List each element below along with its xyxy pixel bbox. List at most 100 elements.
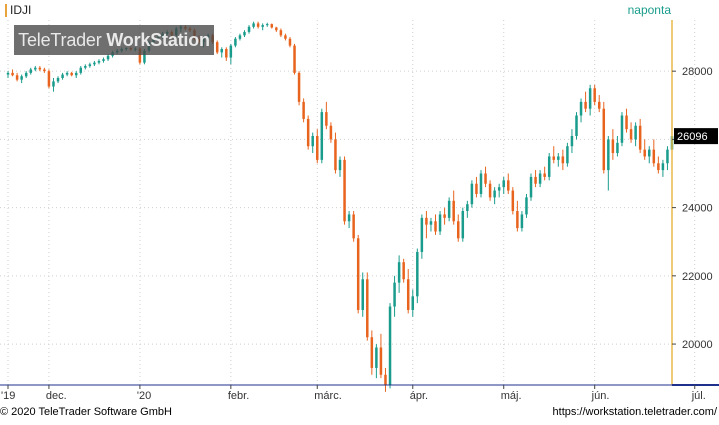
candle bbox=[243, 30, 246, 38]
candle-body bbox=[65, 72, 69, 75]
candle-body bbox=[325, 112, 328, 126]
candle bbox=[65, 71, 69, 77]
candle bbox=[511, 187, 515, 215]
candle-body bbox=[638, 125, 642, 150]
candle bbox=[252, 21, 255, 29]
candle-body bbox=[588, 88, 592, 109]
candle-body bbox=[602, 108, 606, 171]
x-tick-label: '20 bbox=[137, 390, 151, 402]
candle-body bbox=[620, 115, 624, 143]
candle-body bbox=[397, 262, 401, 283]
x-tick-label: márc. bbox=[314, 390, 342, 402]
candle bbox=[434, 214, 437, 235]
candle-body bbox=[643, 149, 646, 157]
candle-body bbox=[229, 45, 233, 58]
candle bbox=[215, 40, 219, 55]
x-tick-label: '19 bbox=[1, 390, 15, 402]
candle-body bbox=[43, 69, 46, 72]
candle-body bbox=[320, 112, 324, 160]
candle-body bbox=[561, 156, 565, 164]
candle-body bbox=[56, 77, 60, 82]
candle bbox=[475, 176, 478, 198]
candle-body bbox=[284, 35, 287, 39]
y-tick-label: 28000 bbox=[682, 66, 713, 78]
candle bbox=[620, 112, 624, 147]
candle bbox=[452, 190, 455, 225]
candle bbox=[402, 258, 405, 283]
source-url-link[interactable]: https://workstation.teletrader.com/ bbox=[552, 406, 717, 418]
candle-body bbox=[584, 101, 587, 109]
candle bbox=[584, 91, 587, 113]
candle-body bbox=[143, 50, 146, 63]
candle bbox=[456, 214, 460, 242]
candle-body bbox=[661, 163, 665, 171]
candle bbox=[493, 187, 496, 205]
candle-body bbox=[370, 337, 374, 368]
candle bbox=[316, 129, 319, 164]
y-tick-label: 20000 bbox=[682, 339, 713, 351]
candle-body bbox=[625, 115, 628, 130]
candle bbox=[643, 139, 646, 160]
candle bbox=[570, 129, 574, 154]
candle bbox=[320, 108, 324, 164]
candle-body bbox=[425, 217, 428, 225]
candle bbox=[275, 26, 278, 32]
candle bbox=[52, 77, 55, 92]
candle-body bbox=[270, 24, 274, 28]
candle bbox=[74, 71, 78, 78]
candle-body bbox=[438, 214, 442, 232]
candle-body bbox=[297, 72, 301, 102]
candle-body bbox=[597, 101, 601, 109]
candle-body bbox=[356, 238, 360, 310]
candle bbox=[611, 129, 615, 160]
candle-body bbox=[288, 38, 292, 46]
candle-body bbox=[493, 190, 496, 198]
candle-body bbox=[466, 204, 469, 212]
candle-body bbox=[24, 72, 28, 77]
period-selector[interactable]: naponta bbox=[627, 3, 671, 17]
candle-body bbox=[611, 139, 615, 154]
candle bbox=[11, 69, 14, 77]
candle bbox=[338, 156, 342, 177]
candle bbox=[261, 23, 264, 31]
candle bbox=[279, 28, 283, 38]
x-tick-label: máj. bbox=[501, 390, 522, 402]
candle bbox=[347, 211, 351, 229]
candle bbox=[661, 159, 665, 177]
x-tick-label: júl. bbox=[691, 390, 706, 402]
candle-body bbox=[279, 30, 283, 36]
candle bbox=[425, 211, 428, 239]
candle-body bbox=[243, 31, 246, 36]
candle-body bbox=[93, 62, 96, 65]
candle bbox=[502, 176, 505, 194]
candle bbox=[56, 76, 60, 84]
date-axis-ticks: '19 dec. '20 febr. márc. ápr. máj. jún. júl. bbox=[1, 385, 706, 402]
candle-body bbox=[525, 197, 528, 215]
candle-body bbox=[538, 173, 542, 184]
x-tick-label: jún. bbox=[591, 390, 610, 402]
candle bbox=[443, 207, 446, 225]
candle-body bbox=[74, 72, 78, 76]
symbol-marker bbox=[5, 4, 7, 17]
candle bbox=[88, 62, 92, 68]
candle bbox=[529, 173, 533, 201]
candle-body bbox=[215, 42, 219, 53]
candle-body bbox=[256, 23, 260, 27]
candle bbox=[29, 67, 32, 75]
candle-body bbox=[334, 139, 337, 171]
candle bbox=[634, 122, 637, 147]
candle bbox=[666, 146, 669, 171]
candle-body bbox=[97, 60, 101, 63]
candle bbox=[334, 132, 337, 174]
candle bbox=[343, 156, 346, 225]
candle bbox=[638, 118, 642, 154]
candle-body bbox=[384, 374, 387, 385]
candle-body bbox=[379, 347, 383, 375]
candle-body bbox=[652, 149, 656, 164]
candle bbox=[356, 234, 360, 314]
candle bbox=[607, 135, 610, 191]
candle-body bbox=[343, 159, 346, 222]
candle bbox=[602, 101, 606, 174]
